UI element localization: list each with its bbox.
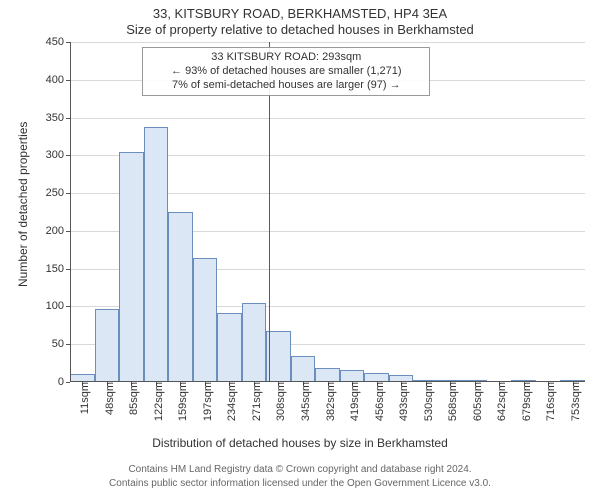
annotation-box: 33 KITSBURY ROAD: 293sqm ← 93% of detach… bbox=[142, 47, 430, 96]
attribution-line1: Contains HM Land Registry data © Crown c… bbox=[0, 464, 600, 475]
xtick-label: 11sqm bbox=[73, 382, 91, 414]
annotation-line2: ← 93% of detached houses are smaller (1,… bbox=[149, 65, 423, 79]
attribution-line2: Contains public sector information licen… bbox=[0, 478, 600, 489]
ytick-label: 50 bbox=[52, 338, 70, 350]
chart-title-line1: 33, KITSBURY ROAD, BERKHAMSTED, HP4 3EA bbox=[0, 6, 600, 21]
plot-area: 050100150200250300350400450 11sqm48sqm85… bbox=[70, 42, 585, 382]
xtick-label: 308sqm bbox=[269, 382, 287, 421]
xtick-label: 530sqm bbox=[417, 382, 435, 421]
ytick-label: 300 bbox=[46, 149, 70, 161]
xtick-label: 159sqm bbox=[171, 382, 189, 421]
xtick-label: 642sqm bbox=[490, 382, 508, 421]
ytick-label: 200 bbox=[46, 225, 70, 237]
xtick-label: 679sqm bbox=[515, 382, 533, 421]
ytick-label: 350 bbox=[46, 112, 70, 124]
xtick-label: 122sqm bbox=[147, 382, 165, 421]
xtick-label: 568sqm bbox=[441, 382, 459, 421]
ytick-label: 450 bbox=[46, 36, 70, 48]
xtick-label: 753sqm bbox=[564, 382, 582, 421]
xtick-label: 419sqm bbox=[343, 382, 361, 421]
xtick-label: 716sqm bbox=[539, 382, 557, 421]
annotation-line3: 7% of semi-detached houses are larger (9… bbox=[149, 79, 423, 93]
xtick-label: 345sqm bbox=[294, 382, 312, 421]
xtick-label: 456sqm bbox=[368, 382, 386, 421]
ytick-label: 400 bbox=[46, 74, 70, 86]
xtick-label: 382sqm bbox=[319, 382, 337, 421]
xtick-label: 85sqm bbox=[122, 382, 140, 415]
ytick-label: 0 bbox=[58, 376, 70, 388]
xtick-label: 493sqm bbox=[392, 382, 410, 421]
xtick-label: 605sqm bbox=[466, 382, 484, 421]
ytick-label: 100 bbox=[46, 300, 70, 312]
ytick-label: 250 bbox=[46, 187, 70, 199]
xtick-label: 48sqm bbox=[98, 382, 116, 415]
xtick-label: 271sqm bbox=[245, 382, 263, 421]
y-axis-label: Number of detached properties bbox=[16, 121, 30, 286]
xtick-label: 197sqm bbox=[196, 382, 214, 421]
xtick-label: 234sqm bbox=[220, 382, 238, 421]
ytick-label: 150 bbox=[46, 263, 70, 275]
x-axis-label: Distribution of detached houses by size … bbox=[0, 436, 600, 450]
chart-title-line2: Size of property relative to detached ho… bbox=[0, 22, 600, 37]
annotation-line1: 33 KITSBURY ROAD: 293sqm bbox=[149, 51, 423, 65]
